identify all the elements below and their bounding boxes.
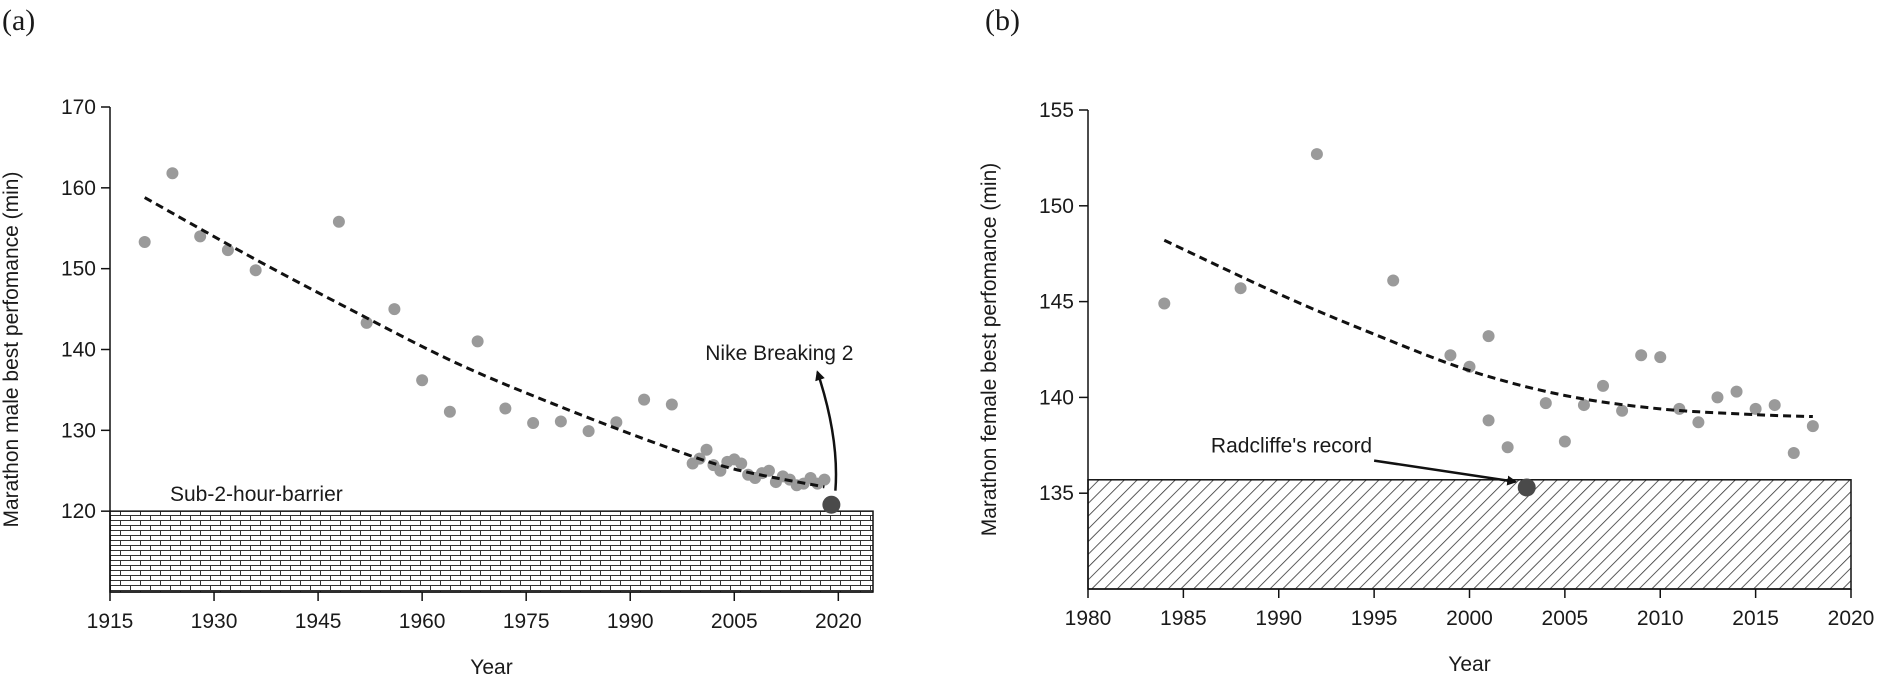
data-point bbox=[416, 374, 429, 387]
y-tick-label: 140 bbox=[1039, 386, 1074, 409]
y-tick-label: 150 bbox=[61, 258, 96, 281]
x-tick-label: 2000 bbox=[1446, 607, 1493, 630]
data-point bbox=[638, 393, 651, 406]
data-point bbox=[166, 167, 179, 180]
data-point bbox=[665, 398, 678, 411]
data-point bbox=[1787, 446, 1800, 459]
panel-label-a: (a) bbox=[2, 4, 35, 37]
data-point bbox=[1597, 379, 1610, 392]
x-axis-title-a: Year bbox=[470, 656, 512, 679]
data-point bbox=[735, 457, 748, 470]
x-tick-label: 1990 bbox=[1255, 607, 1302, 630]
data-point bbox=[1482, 330, 1495, 343]
y-tick-label: 170 bbox=[61, 96, 96, 119]
x-axis-ticks-a: 1915 1930 1945 1960 1975 1990 2005 2020 bbox=[87, 592, 862, 633]
data-point bbox=[1692, 416, 1705, 429]
data-point bbox=[1444, 349, 1457, 362]
y-tick-label: 135 bbox=[1039, 482, 1074, 505]
x-axis-ticks-b: 1980 1985 1990 1995 2000 2005 2010 2015 2020 bbox=[1065, 589, 1875, 630]
y-tick-label: 150 bbox=[1039, 195, 1074, 218]
data-point bbox=[1234, 282, 1247, 295]
data-point bbox=[499, 402, 512, 415]
data-point bbox=[1749, 402, 1762, 415]
radcliffe-record-label: Radcliffe's record bbox=[1211, 435, 1372, 458]
x-tick-label: 2010 bbox=[1637, 607, 1684, 630]
data-point bbox=[610, 416, 623, 429]
x-tick-label: 2005 bbox=[1542, 607, 1589, 630]
data-point bbox=[554, 415, 567, 428]
x-tick-label: 2015 bbox=[1732, 607, 1779, 630]
data-point bbox=[388, 303, 401, 316]
x-tick-label: 1915 bbox=[87, 610, 134, 633]
panel-label-b: (b) bbox=[985, 4, 1020, 37]
radcliffe-record-arrow bbox=[1373, 459, 1518, 486]
data-point bbox=[443, 405, 456, 418]
radcliffe-record-band bbox=[1087, 479, 1852, 590]
y-axis-title-a: Marathon male best perfomance (min) bbox=[0, 172, 23, 528]
data-point bbox=[762, 464, 775, 477]
data-point bbox=[1539, 397, 1552, 410]
nike-breaking-2-label: Nike Breaking 2 bbox=[705, 342, 853, 365]
data-point bbox=[1387, 274, 1400, 287]
trend-line-b bbox=[1163, 238, 1813, 419]
x-tick-label: 1990 bbox=[607, 610, 654, 633]
data-point bbox=[700, 443, 713, 456]
data-point bbox=[1577, 399, 1590, 412]
data-point bbox=[1806, 420, 1819, 433]
nike-breaking-2-point bbox=[822, 495, 841, 514]
data-point bbox=[1501, 441, 1514, 454]
data-point bbox=[1158, 297, 1171, 310]
radcliffe-record-point bbox=[1517, 478, 1536, 497]
data-point bbox=[1711, 391, 1724, 404]
data-point bbox=[582, 425, 595, 438]
nike-breaking-2-arrow bbox=[815, 370, 838, 491]
panel-b: (b) 135 140 145 150 155 1980 1985 1990 1995 2000… bbox=[978, 4, 1874, 676]
data-point bbox=[1310, 148, 1323, 161]
data-point bbox=[818, 473, 831, 486]
data-point bbox=[1654, 351, 1667, 364]
x-tick-label: 1930 bbox=[191, 610, 238, 633]
x-tick-label: 1980 bbox=[1065, 607, 1112, 630]
data-point bbox=[221, 244, 234, 257]
data-point bbox=[332, 215, 345, 228]
data-point bbox=[1635, 349, 1648, 362]
data-point bbox=[138, 235, 151, 248]
x-tick-label: 1975 bbox=[503, 610, 550, 633]
data-point bbox=[194, 230, 207, 243]
data-point bbox=[527, 417, 540, 430]
data-point bbox=[1482, 414, 1495, 427]
y-tick-label: 155 bbox=[1039, 99, 1074, 122]
y-axis-ticks-a: 120 130 140 150 160 170 bbox=[61, 96, 110, 523]
data-point bbox=[360, 316, 373, 329]
data-point bbox=[249, 264, 262, 277]
y-axis-ticks-b: 135 140 145 150 155 bbox=[1039, 99, 1088, 505]
x-tick-label: 1960 bbox=[399, 610, 446, 633]
x-tick-label: 1995 bbox=[1351, 607, 1398, 630]
x-tick-label: 1945 bbox=[295, 610, 342, 633]
y-tick-label: 160 bbox=[61, 177, 96, 200]
data-points-a bbox=[138, 167, 831, 492]
x-tick-label: 2020 bbox=[815, 610, 862, 633]
data-point bbox=[1558, 435, 1571, 448]
x-tick-label: 2005 bbox=[711, 610, 758, 633]
data-point bbox=[1730, 385, 1743, 398]
trend-line-a bbox=[143, 196, 825, 489]
data-point bbox=[471, 335, 484, 348]
panel-a: (a) Sub-2-hour-barrier 120 130 140 150 160 17… bbox=[0, 4, 874, 679]
y-axis-title-b: Marathon female best perfomance (min) bbox=[978, 163, 1001, 537]
data-point bbox=[1616, 404, 1629, 417]
y-tick-label: 140 bbox=[61, 339, 96, 362]
x-tick-label: 2020 bbox=[1828, 607, 1875, 630]
sub-2-hour-barrier-label: Sub-2-hour-barrier bbox=[170, 483, 343, 506]
x-tick-label: 1985 bbox=[1160, 607, 1207, 630]
y-tick-label: 145 bbox=[1039, 291, 1074, 314]
y-tick-label: 130 bbox=[61, 419, 96, 442]
data-point bbox=[1768, 399, 1781, 412]
y-tick-label: 120 bbox=[61, 500, 96, 523]
data-point bbox=[1673, 402, 1686, 415]
x-axis-title-b: Year bbox=[1448, 653, 1490, 676]
sub-2-hour-band bbox=[109, 510, 874, 593]
